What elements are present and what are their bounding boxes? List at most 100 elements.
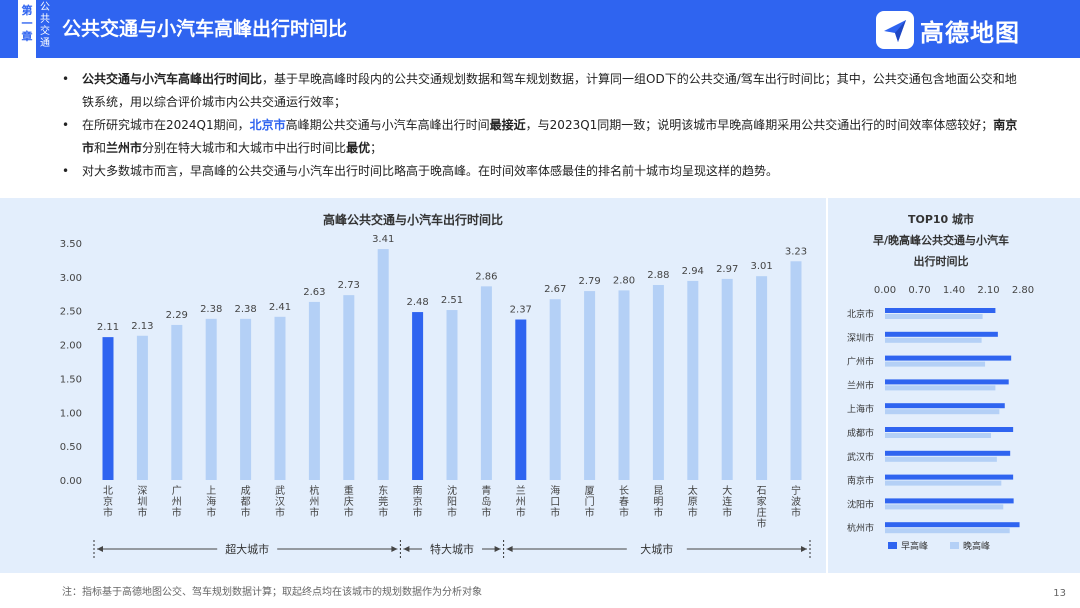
page-title: 公共交通与小汽车高峰出行时间比 bbox=[62, 18, 348, 40]
chart-title: 出行时间比 bbox=[914, 254, 969, 268]
x-tick-label: 大连市 bbox=[722, 484, 732, 519]
bar bbox=[885, 456, 997, 462]
group-arrow-right bbox=[494, 546, 501, 552]
y-tick-label: 南京市 bbox=[847, 475, 874, 487]
x-tick-label: 深圳市 bbox=[137, 485, 147, 519]
bar bbox=[885, 474, 1014, 480]
bullet-text: 北京市 bbox=[249, 118, 286, 132]
chapter-tab: 第一章 bbox=[18, 0, 36, 62]
bar bbox=[885, 427, 1014, 432]
main-bar-chart: 高峰公共交通与小汽车出行时间比 0.00 0.50 1.00 1.50 2.00 2.50 3… bbox=[60, 212, 811, 558]
bar bbox=[308, 301, 320, 480]
y-tick-label: 1.00 bbox=[60, 408, 82, 419]
bar bbox=[885, 504, 1004, 510]
x-tick-label: 石家庄市 bbox=[757, 486, 767, 530]
bar bbox=[885, 337, 982, 343]
bar bbox=[480, 286, 492, 480]
chart-title: 早/晚高峰公共交通与小汽车 bbox=[873, 233, 1009, 247]
chart-title: TOP10 城市 bbox=[908, 212, 974, 226]
x-tick-label: 1.40 bbox=[943, 285, 965, 296]
data-label: 2.97 bbox=[716, 264, 738, 275]
x-tick-label: 太原市 bbox=[688, 484, 698, 519]
bullet-text: 南京市 bbox=[82, 118, 1018, 155]
bar bbox=[446, 310, 458, 480]
bar bbox=[885, 433, 991, 438]
bullet-text: 高峰期公共交通与小汽车高峰出行时间 bbox=[285, 118, 490, 132]
bullet-text: ，基于早晚高峰时段内的公共交通规划数据和驾车规划数据，计算同一组OD下的公共交通… bbox=[82, 72, 1017, 109]
navigation-arrow-icon bbox=[876, 11, 914, 49]
x-tick-label: 东莞市 bbox=[378, 484, 388, 519]
footnote: 注：指标基于高德地图公交、驾车规划数据计算；取起终点均在该城市的规划数据作为分析… bbox=[62, 587, 482, 598]
data-label: 2.79 bbox=[578, 276, 600, 287]
x-tick-label: 重庆市 bbox=[344, 484, 354, 519]
bullet-text: 在所研究城市在2024Q1期间， bbox=[82, 118, 250, 132]
x-tick-label: 沈阳市 bbox=[447, 484, 457, 519]
data-label: 2.67 bbox=[544, 284, 566, 295]
bar bbox=[885, 480, 1002, 486]
bar bbox=[885, 314, 983, 319]
bar bbox=[885, 308, 996, 313]
group-arrow-left bbox=[403, 546, 410, 552]
y-tick-label: 北京市 bbox=[847, 308, 874, 320]
data-label: 2.86 bbox=[475, 271, 497, 282]
bar bbox=[885, 528, 1010, 534]
x-tick-label: 海口市 bbox=[550, 484, 560, 519]
data-label: 2.80 bbox=[613, 275, 635, 286]
data-label: 2.94 bbox=[682, 266, 704, 277]
brand-logo: 高德地图 bbox=[876, 11, 1020, 49]
bullet-text: 最优 bbox=[346, 141, 371, 155]
y-tick-label: 成都市 bbox=[847, 427, 874, 439]
x-tick-label: 厦门市 bbox=[585, 485, 595, 519]
chapter-sub-label: 公共交通 bbox=[40, 2, 50, 49]
data-label: 2.41 bbox=[269, 302, 291, 313]
bullet-text: 对大多数城市而言，早高峰的公共交通与小汽车出行时间比略高于晚高峰。在时间效率体感… bbox=[82, 164, 779, 178]
y-tick-label: 深圳市 bbox=[847, 332, 874, 344]
bar bbox=[652, 284, 664, 480]
x-tick-label: 宁波市 bbox=[791, 484, 801, 519]
data-label: 2.48 bbox=[406, 297, 428, 308]
bar bbox=[885, 498, 1014, 504]
x-tick-label: 长春市 bbox=[619, 485, 629, 519]
y-tick-label: 杭州市 bbox=[847, 522, 874, 534]
group-label: 超大城市 bbox=[225, 542, 269, 556]
group-arrow-left bbox=[97, 546, 103, 552]
bar bbox=[790, 261, 802, 480]
chart-title: 高峰公共交通与小汽车出行时间比 bbox=[323, 212, 503, 227]
group-label: 大城市 bbox=[640, 542, 673, 556]
y-tick-label: 0.00 bbox=[60, 476, 82, 487]
x-tick-label: 广州市 bbox=[172, 485, 182, 519]
bar bbox=[205, 318, 217, 480]
bullet-list: 公共交通与小汽车高峰出行时间比，基于早晚高峰时段内的公共交通规划数据和驾车规划数… bbox=[62, 68, 1024, 183]
x-tick-label: 兰州市 bbox=[516, 484, 526, 519]
bar bbox=[515, 319, 527, 480]
top10-chart-panel: TOP10 城市 早/晚高峰公共交通与小汽车 出行时间比 0.00 0.70 1.40 2.… bbox=[828, 198, 1080, 573]
chapter-label: 第一章 bbox=[21, 4, 33, 43]
x-tick-label: 0.70 bbox=[908, 285, 930, 296]
bullet-text: ； bbox=[370, 141, 383, 155]
bar bbox=[885, 355, 1012, 361]
y-tick-label: 3.50 bbox=[60, 239, 82, 250]
x-tick-label: 成都市 bbox=[241, 485, 251, 519]
group-label: 特大城市 bbox=[430, 542, 474, 556]
bullet-text: ，与2023Q1同期一致；说明该城市早晚高峰期采用公共交通出行的时间效率体感较好… bbox=[525, 118, 994, 132]
bullet-text: 公共交通与小汽车高峰出行时间比 bbox=[82, 72, 263, 86]
y-tick-label: 武汉市 bbox=[847, 451, 874, 463]
y-tick-label: 2.00 bbox=[60, 341, 82, 352]
x-tick-label: 昆明市 bbox=[653, 485, 663, 519]
y-tick-label: 1.50 bbox=[60, 374, 82, 385]
bar bbox=[171, 324, 183, 480]
x-tick-label: 2.80 bbox=[1012, 285, 1034, 296]
bar bbox=[102, 337, 114, 480]
legend-swatch bbox=[950, 542, 959, 549]
bar bbox=[412, 312, 424, 480]
bar bbox=[343, 295, 355, 480]
data-label: 2.38 bbox=[234, 304, 256, 315]
bullet-text: 和 bbox=[94, 141, 107, 155]
group-arrow-right bbox=[391, 546, 398, 552]
x-tick-label: 南京市 bbox=[413, 484, 423, 519]
bar bbox=[584, 291, 596, 480]
bar bbox=[885, 385, 996, 391]
bullet-item: 公共交通与小汽车高峰出行时间比，基于早晚高峰时段内的公共交通规划数据和驾车规划数… bbox=[62, 68, 1024, 114]
y-tick-label: 兰州市 bbox=[847, 379, 874, 391]
